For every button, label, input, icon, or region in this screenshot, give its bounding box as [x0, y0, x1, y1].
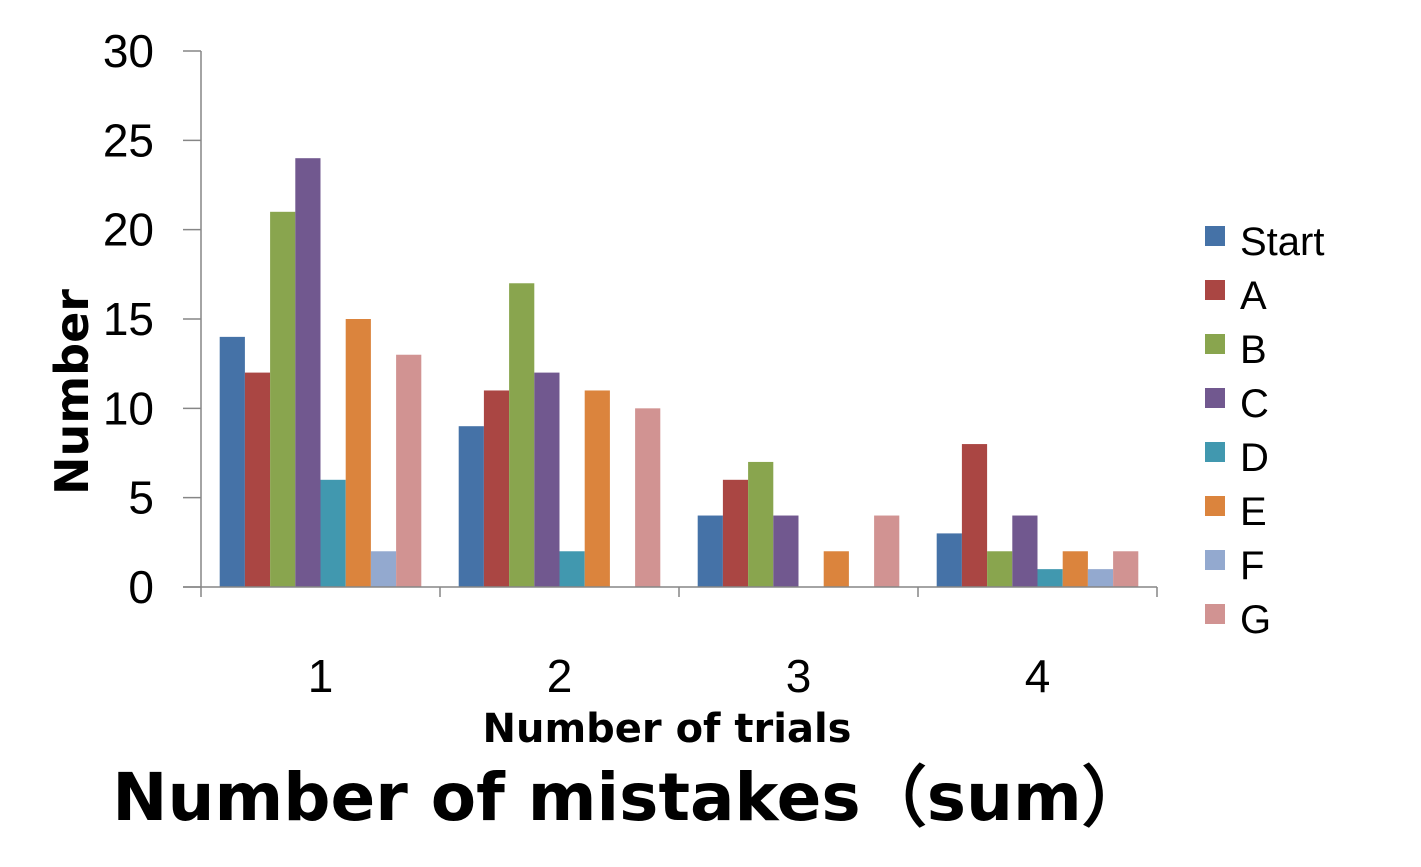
bar-g-trial-1 [396, 354, 422, 587]
bar-g-trial-4 [1113, 551, 1139, 587]
y-tick-label: 5 [128, 472, 154, 524]
bar-b-trial-3 [748, 461, 774, 587]
y-ticks: 0 5 10 15 20 25 30 [103, 25, 201, 613]
bar-c-trial-3 [773, 515, 799, 587]
legend-swatch-start [1205, 226, 1225, 246]
legend-label-c: C [1240, 382, 1269, 426]
bar-c-trial-2 [534, 372, 560, 587]
legend-swatch-b [1205, 334, 1225, 354]
x-tick-label: 4 [1025, 650, 1051, 702]
legend-label-g: G [1240, 598, 1271, 642]
legend-swatch-d [1205, 442, 1225, 462]
y-tick-label: 25 [103, 114, 154, 166]
bar-b-trial-4 [987, 551, 1013, 587]
bar-a-trial-4 [961, 444, 988, 587]
y-tick-label: 30 [103, 25, 154, 77]
legend-label-a: A [1240, 274, 1267, 318]
bar-g-trial-3 [874, 515, 900, 587]
bars-layer [219, 158, 1139, 588]
bar-start-trial-2 [458, 426, 484, 587]
legend-swatch-f [1205, 550, 1225, 570]
x-axis-title: Number of trials [483, 706, 852, 752]
x-tick-label: 3 [786, 650, 812, 702]
x-tick-label: 1 [308, 650, 334, 702]
bar-c-trial-4 [1012, 515, 1038, 587]
chart-caption: Number of mistakes（sum） [112, 759, 1148, 836]
bar-e-trial-1 [345, 319, 371, 587]
legend-swatch-e [1205, 496, 1225, 516]
legend-label-e: E [1240, 490, 1267, 534]
y-tick-label: 20 [103, 204, 154, 256]
bar-d-trial-4 [1037, 569, 1063, 587]
bar-d-trial-2 [559, 551, 585, 587]
legend-swatch-g [1205, 604, 1225, 624]
bar-c-trial-1 [295, 158, 321, 587]
legend-label-b: B [1240, 328, 1267, 372]
legend-swatch-c [1205, 388, 1225, 408]
legend-label-start: Start [1240, 220, 1324, 264]
bar-a-trial-3 [722, 479, 749, 587]
bar-start-trial-4 [936, 533, 962, 587]
bar-f-trial-1 [370, 551, 397, 587]
y-axis-title: Number [45, 289, 99, 495]
bar-b-trial-2 [509, 283, 535, 587]
bar-e-trial-3 [823, 551, 849, 587]
x-tick-label: 2 [547, 650, 573, 702]
y-tick-label: 10 [103, 382, 154, 434]
y-tick-label: 0 [128, 561, 154, 613]
legend-label-d: D [1240, 436, 1269, 480]
bar-e-trial-2 [584, 390, 610, 587]
bar-g-trial-2 [635, 408, 661, 587]
bar-f-trial-4 [1087, 569, 1114, 587]
bar-start-trial-3 [697, 515, 723, 587]
legend-label-f: F [1240, 544, 1264, 588]
bar-a-trial-1 [244, 372, 271, 587]
bar-b-trial-1 [270, 211, 296, 588]
y-tick-label: 15 [103, 293, 154, 345]
legend-swatch-a [1205, 280, 1225, 300]
bar-d-trial-1 [320, 479, 346, 587]
x-ticks: 1 2 3 4 [200, 587, 1158, 702]
bar-start-trial-1 [219, 336, 245, 587]
bar-e-trial-4 [1062, 551, 1088, 587]
bar-a-trial-2 [483, 390, 510, 587]
